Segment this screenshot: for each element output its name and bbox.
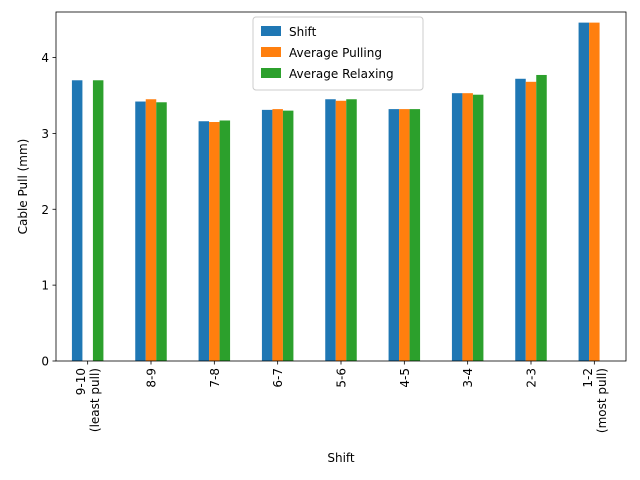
- bar-shift-5: [388, 109, 400, 361]
- x-tick-label: 7-8: [208, 368, 222, 388]
- bar-average-relaxing-0: [92, 80, 104, 361]
- bar-shift-6: [451, 93, 463, 362]
- x-tick-label-group: 5-6: [335, 368, 349, 388]
- bar-average-pulling-7: [525, 81, 537, 362]
- legend-box: [252, 16, 424, 91]
- y-tick-label: 4: [41, 51, 49, 65]
- x-tick-label: 3-4: [461, 368, 475, 388]
- legend-label: Average Relaxing: [289, 67, 394, 81]
- bar-shift-0: [71, 80, 83, 361]
- bar-average-pulling-8: [589, 22, 600, 362]
- x-tick-label-group: 7-8: [208, 368, 222, 388]
- x-tick-label: 6-7: [271, 368, 285, 388]
- bar-average-relaxing-1: [156, 102, 167, 361]
- x-tick-label: 2-3: [525, 368, 539, 388]
- x-tick-label: (least pull): [88, 368, 102, 432]
- bar-shift-4: [325, 99, 336, 361]
- bar-average-pulling-6: [462, 93, 473, 362]
- bar-shift-2: [198, 121, 210, 361]
- y-tick-label: 1: [41, 279, 49, 293]
- bar-average-relaxing-2: [219, 120, 231, 362]
- y-tick-label: 2: [41, 203, 49, 217]
- x-tick-label-group: 8-9: [145, 368, 159, 388]
- x-tick-label-group: 9-10 (least pull): [74, 368, 102, 432]
- x-axis-label: Shift: [327, 451, 355, 465]
- legend: Shift Average Pulling Average Relaxing: [252, 16, 424, 91]
- legend-label: Average Pulling: [289, 46, 382, 60]
- bar-average-relaxing-7: [536, 74, 547, 361]
- bar-average-relaxing-4: [346, 99, 357, 361]
- x-tick-label: (most pull): [595, 368, 609, 433]
- y-axis-label: Cable Pull (mm): [16, 139, 30, 235]
- legend-swatch: [261, 68, 281, 78]
- bar-shift-3: [261, 109, 273, 362]
- x-tick-label: 5-6: [335, 368, 349, 388]
- bar-shift-1: [135, 101, 146, 361]
- bar-shift-7: [515, 78, 526, 362]
- x-tick-label-group: 2-3: [525, 368, 539, 388]
- bar-average-pulling-3: [272, 109, 283, 361]
- axes-layer: 0 1 2 3 4 9-10 (least pull) 8-9 7-8 6-7 5-6 4-5 3-4 2…: [16, 11, 627, 465]
- x-tick-label: 4-5: [398, 368, 412, 388]
- bar-average-pulling-4: [335, 100, 347, 362]
- bar-average-pulling-5: [399, 109, 410, 361]
- bars-layer: [71, 22, 600, 362]
- x-tick-label-group: 4-5: [398, 368, 412, 388]
- x-tick-label: 1-2: [581, 368, 595, 388]
- bar-shift-8: [578, 22, 590, 362]
- bar-average-relaxing-6: [472, 94, 484, 361]
- x-tick-label-group: 3-4: [461, 368, 475, 388]
- x-tick-label: 9-10: [74, 368, 88, 395]
- bar-average-relaxing-5: [409, 109, 421, 361]
- x-tick-label-group: 1-2 (most pull): [581, 368, 609, 433]
- bar-average-pulling-1: [145, 99, 157, 361]
- bar-average-relaxing-3: [282, 110, 294, 361]
- y-tick-label: 3: [41, 127, 49, 141]
- bar-average-pulling-2: [209, 122, 220, 361]
- x-tick-label: 8-9: [145, 368, 159, 388]
- legend-swatch: [261, 26, 281, 36]
- x-tick-label-group: 6-7: [271, 368, 285, 388]
- legend-label: Shift: [289, 25, 317, 39]
- y-tick-label: 0: [41, 355, 49, 369]
- legend-swatch: [261, 47, 281, 57]
